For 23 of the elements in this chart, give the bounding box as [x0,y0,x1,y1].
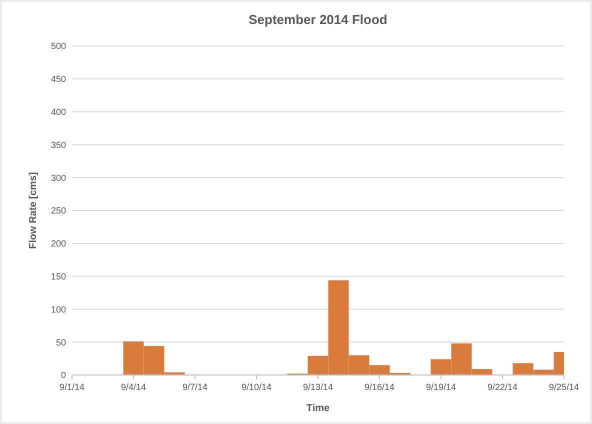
x-tick-label: 9/13/14 [302,382,334,392]
y-tick-label: 0 [60,370,66,380]
y-tick-label: 200 [50,238,66,249]
x-tick-label: 9/4/14 [120,382,146,392]
x-tick-label: 9/16/14 [364,382,395,392]
x-tick-label: 9/25/14 [548,382,580,392]
chart-title: September 2014 Flood [248,12,388,27]
y-tick-label: 250 [50,206,66,216]
y-tick-label: 150 [50,271,66,282]
x-tick-label: 9/1/14 [59,382,85,392]
x-tick-label: 9/22/14 [487,382,518,392]
y-tick-label: 450 [50,74,66,84]
y-tick-label: 100 [50,304,66,314]
y-tick-label: 350 [50,140,66,150]
y-axis-title: Flow Rate [cms] [28,172,39,249]
x-axis-title: Time [306,403,330,414]
x-tick-label: 9/19/14 [426,382,456,392]
y-tick-label: 500 [50,41,66,52]
x-tick-label: 9/10/14 [241,382,272,392]
x-tick-label: 9/7/14 [182,382,208,392]
y-tick-label: 50 [56,337,66,348]
y-tick-label: 400 [50,106,66,117]
y-tick-label: 300 [50,172,66,183]
